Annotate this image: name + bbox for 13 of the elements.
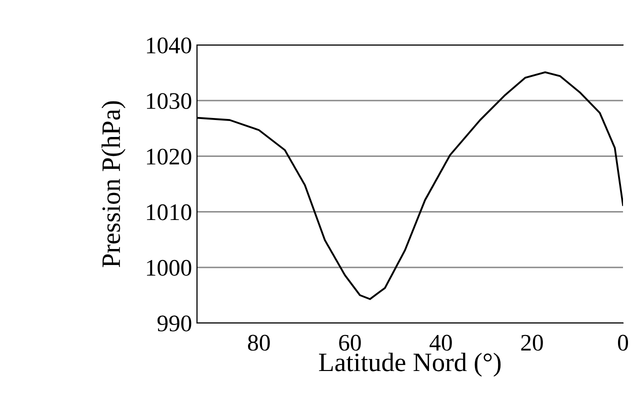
y-tick-label: 1000 <box>146 260 192 276</box>
y-tick-label: 1020 <box>146 148 192 165</box>
x-tick-label: 20 <box>521 334 543 351</box>
x-tick-label: 0 <box>618 334 628 351</box>
x-tick-label: 40 <box>430 334 452 351</box>
y-tick-label: 1040 <box>146 37 192 54</box>
y-tick-label: 1010 <box>146 204 192 220</box>
x-tick-label: 80 <box>248 334 270 351</box>
x-tick-label: 60 <box>339 334 361 351</box>
y-tick-label: 990 <box>157 315 192 332</box>
y-axis-title: Pression P(hPa) <box>102 101 126 268</box>
y-tick-label: 1030 <box>146 93 192 110</box>
x-axis-title: Latitude Nord (°) <box>319 352 501 377</box>
